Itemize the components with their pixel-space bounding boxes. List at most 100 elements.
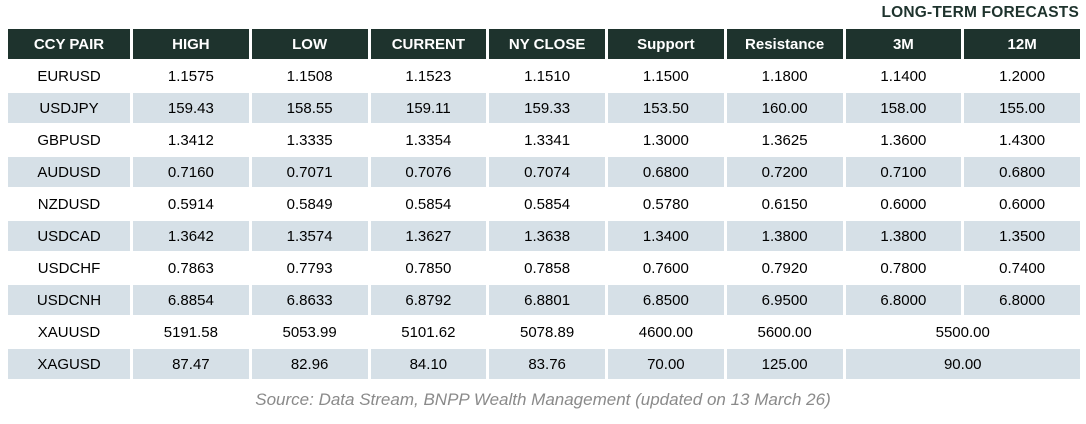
table-row: USDJPY 159.43 158.55 159.11 159.33 153.5… [8,93,1080,123]
current-cell: 159.11 [370,93,487,123]
source-note: Source: Data Stream, BNPP Wealth Managem… [255,390,831,409]
low-cell: 1.3574 [251,221,368,251]
current-cell: 0.7850 [370,253,487,283]
table-row: XAUUSD 5191.58 5053.99 5101.62 5078.89 4… [8,317,1080,347]
high-cell: 1.3642 [133,221,249,251]
col-header-ny-close: NY CLOSE [489,29,605,59]
long-term-forecasts-title: LONG-TERM FORECASTS [881,4,1079,21]
high-cell: 87.47 [133,349,249,379]
ccy-pair-cell: NZDUSD [8,189,130,219]
ccy-pair-cell: USDCHF [8,253,130,283]
current-cell: 84.10 [370,349,487,379]
support-cell: 0.5780 [608,189,724,219]
high-cell: 5191.58 [133,317,249,347]
col-header-resistance: Resistance [726,29,843,59]
current-cell: 1.3627 [370,221,487,251]
current-cell: 1.1523 [370,61,487,91]
table-row: AUDUSD 0.7160 0.7071 0.7076 0.7074 0.680… [8,157,1080,187]
current-cell: 0.7076 [370,157,487,187]
forecast-12m-cell: 0.6000 [964,189,1080,219]
table-row: GBPUSD 1.3412 1.3335 1.3354 1.3341 1.300… [8,125,1080,155]
low-cell: 6.8633 [251,285,368,315]
col-header-high: HIGH [133,29,249,59]
high-cell: 6.8854 [133,285,249,315]
table-row: USDCAD 1.3642 1.3574 1.3627 1.3638 1.340… [8,221,1080,251]
table-row: USDCNH 6.8854 6.8633 6.8792 6.8801 6.850… [8,285,1080,315]
support-cell: 153.50 [608,93,724,123]
current-cell: 1.3354 [370,125,487,155]
col-header-support: Support [608,29,724,59]
col-header-current: CURRENT [370,29,487,59]
forecast-12m-cell: 1.3500 [964,221,1080,251]
current-cell: 0.5854 [370,189,487,219]
resistance-cell: 0.7920 [726,253,843,283]
resistance-cell: 6.9500 [726,285,843,315]
ccy-pair-cell: AUDUSD [8,157,130,187]
ccy-pair-cell: XAGUSD [8,349,130,379]
merged-forecast-cell: 90.00 [845,349,1080,379]
low-cell: 1.1508 [251,61,368,91]
ny-close-cell: 0.7074 [489,157,605,187]
col-header-ccy-pair: CCY PAIR [8,29,130,59]
forecast-3m-cell: 1.1400 [845,61,962,91]
high-cell: 1.3412 [133,125,249,155]
ccy-pair-cell: XAUUSD [8,317,130,347]
high-cell: 159.43 [133,93,249,123]
forecast-12m-cell: 6.8000 [964,285,1080,315]
col-header-low: LOW [251,29,368,59]
table-row: XAGUSD 87.47 82.96 84.10 83.76 70.00 125… [8,349,1080,379]
table-row: EURUSD 1.1575 1.1508 1.1523 1.1510 1.150… [8,61,1080,91]
ny-close-cell: 1.1510 [489,61,605,91]
resistance-cell: 1.1800 [726,61,843,91]
low-cell: 0.7793 [251,253,368,283]
ccy-pair-cell: GBPUSD [8,125,130,155]
high-cell: 1.1575 [133,61,249,91]
resistance-cell: 5600.00 [726,317,843,347]
forecast-3m-cell: 0.6000 [845,189,962,219]
support-cell: 1.3000 [608,125,724,155]
ny-close-cell: 1.3341 [489,125,605,155]
high-cell: 0.7863 [133,253,249,283]
forecast-12m-cell: 155.00 [964,93,1080,123]
ny-close-cell: 6.8801 [489,285,605,315]
table-row: NZDUSD 0.5914 0.5849 0.5854 0.5854 0.578… [8,189,1080,219]
resistance-cell: 1.3800 [726,221,843,251]
support-cell: 0.6800 [608,157,724,187]
forecast-3m-cell: 0.7800 [845,253,962,283]
forecast-12m-cell: 1.4300 [964,125,1080,155]
col-header-3m: 3M [845,29,962,59]
resistance-cell: 0.7200 [726,157,843,187]
table-row: USDCHF 0.7863 0.7793 0.7850 0.7858 0.760… [8,253,1080,283]
support-cell: 70.00 [608,349,724,379]
ny-close-cell: 83.76 [489,349,605,379]
resistance-cell: 160.00 [726,93,843,123]
ny-close-cell: 159.33 [489,93,605,123]
low-cell: 0.5849 [251,189,368,219]
low-cell: 1.3335 [251,125,368,155]
resistance-cell: 1.3625 [726,125,843,155]
support-cell: 4600.00 [608,317,724,347]
support-cell: 6.8500 [608,285,724,315]
col-header-12m: 12M [964,29,1080,59]
resistance-cell: 125.00 [726,349,843,379]
low-cell: 158.55 [251,93,368,123]
current-cell: 5101.62 [370,317,487,347]
forecast-3m-cell: 0.7100 [845,157,962,187]
forecast-3m-cell: 1.3600 [845,125,962,155]
ny-close-cell: 0.5854 [489,189,605,219]
low-cell: 82.96 [251,349,368,379]
ccy-pair-cell: EURUSD [8,61,130,91]
support-cell: 1.3400 [608,221,724,251]
forecast-12m-cell: 1.2000 [964,61,1080,91]
high-cell: 0.7160 [133,157,249,187]
ccy-pair-cell: USDCNH [8,285,130,315]
ccy-pair-cell: USDJPY [8,93,130,123]
support-cell: 0.7600 [608,253,724,283]
forecast-12m-cell: 0.6800 [964,157,1080,187]
current-cell: 6.8792 [370,285,487,315]
resistance-cell: 0.6150 [726,189,843,219]
ccy-pair-cell: USDCAD [8,221,130,251]
fx-forecast-table: CCY PAIR HIGH LOW CURRENT NY CLOSE Suppo… [5,27,1083,381]
support-cell: 1.1500 [608,61,724,91]
ny-close-cell: 0.7858 [489,253,605,283]
